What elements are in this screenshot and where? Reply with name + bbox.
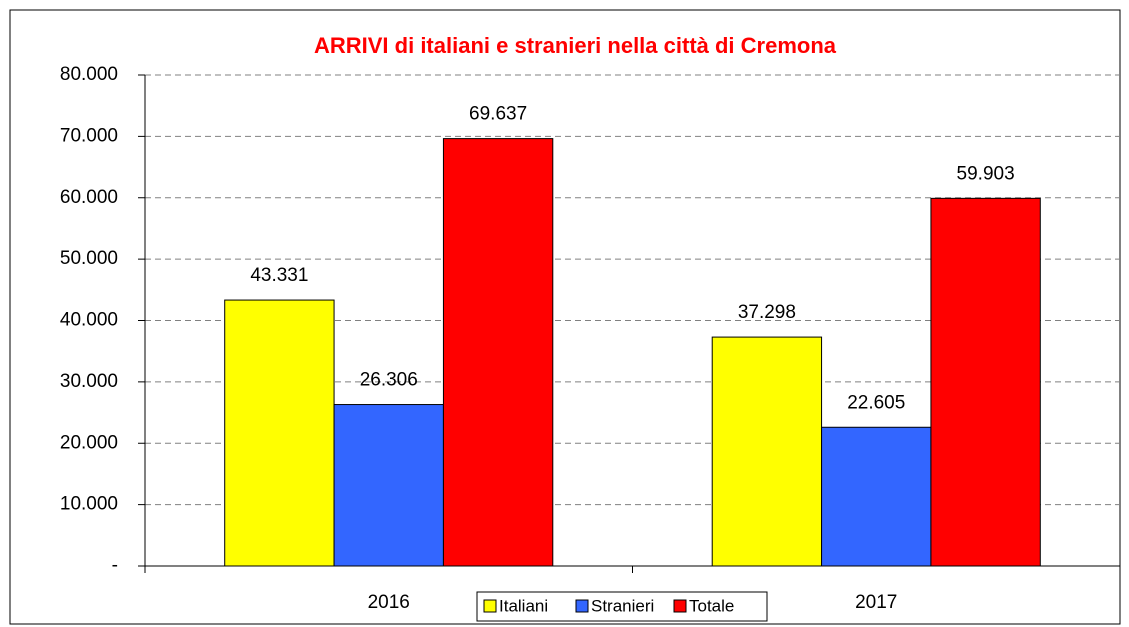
legend-swatch xyxy=(673,599,687,613)
legend-box xyxy=(476,591,768,622)
value-label: 37.298 xyxy=(738,302,796,323)
legend-label: Stranieri xyxy=(591,596,654,615)
y-tick-label: 80.000 xyxy=(60,64,118,85)
bar xyxy=(224,299,335,567)
bar xyxy=(333,404,444,567)
y-tick-label: - xyxy=(112,555,118,576)
y-tick-label: 70.000 xyxy=(60,125,118,146)
bar xyxy=(930,197,1041,567)
value-label: 22.605 xyxy=(847,392,905,413)
y-tick-label: 60.000 xyxy=(60,187,118,208)
y-tick-label: 40.000 xyxy=(60,310,118,331)
value-label: 26.306 xyxy=(360,370,418,391)
value-label: 43.331 xyxy=(250,265,308,286)
legend-label: Italiani xyxy=(499,596,548,615)
legend-swatch xyxy=(483,599,497,613)
chart-title: ARRIVI di italiani e stranieri nella cit… xyxy=(314,33,837,58)
value-label: 69.637 xyxy=(469,104,527,125)
y-tick-label: 10.000 xyxy=(60,494,118,515)
bar xyxy=(711,336,823,567)
y-tick-label: 20.000 xyxy=(60,432,118,453)
legend-swatch xyxy=(575,599,589,613)
y-tick-label: 50.000 xyxy=(60,248,118,269)
x-tick-label: 2016 xyxy=(368,592,410,613)
value-label: 59.903 xyxy=(957,163,1015,184)
y-tick-label: 30.000 xyxy=(60,371,118,392)
legend-label: Totale xyxy=(689,596,734,615)
bar xyxy=(821,426,932,567)
x-tick-label: 2017 xyxy=(855,592,897,613)
bar xyxy=(442,138,554,567)
